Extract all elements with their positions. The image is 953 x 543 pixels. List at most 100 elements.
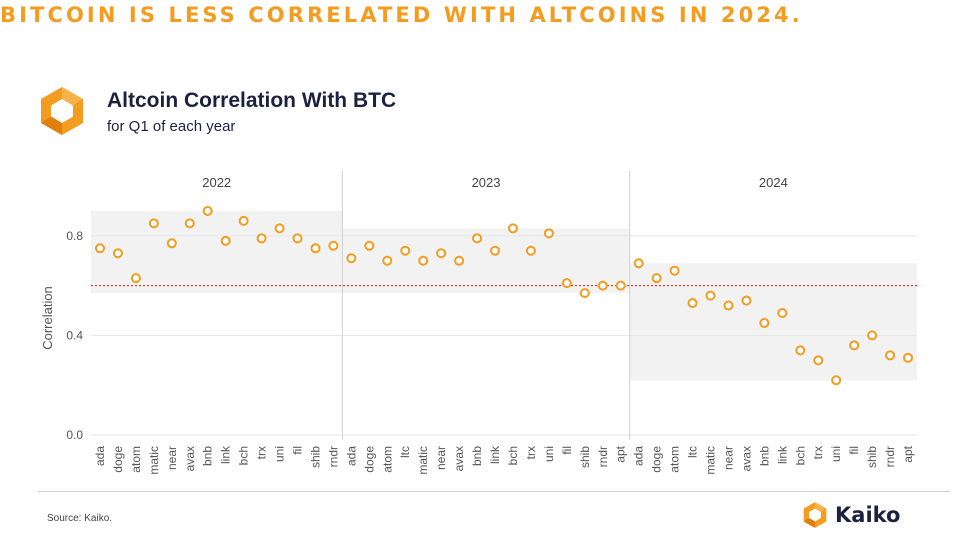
x-tick-label: fil: [847, 446, 861, 455]
data-point: [705, 290, 716, 301]
data-point: [543, 228, 554, 239]
x-tick-label: ada: [344, 446, 358, 466]
x-tick-label: atom: [668, 446, 682, 473]
data-point: [597, 280, 608, 291]
y-tick-label: 0.4: [66, 328, 83, 342]
x-tick-label: matic: [704, 446, 718, 475]
x-tick-label: link: [775, 445, 789, 464]
panel-range-band: [91, 210, 343, 294]
data-point: [220, 235, 231, 246]
data-point: [166, 238, 177, 249]
data-point: [328, 240, 339, 251]
x-tick-label: atom: [129, 446, 143, 473]
data-point: [490, 245, 501, 256]
data-point: [795, 345, 806, 356]
panel-strip: [91, 171, 343, 195]
chart-title: Altcoin Correlation With BTC: [107, 89, 397, 112]
data-point: [112, 248, 123, 259]
footer-divider: [38, 491, 950, 492]
data-point: [669, 265, 680, 276]
data-point: [777, 308, 788, 319]
panel-label: 2022: [202, 175, 231, 190]
headline: BITCOIN IS LESS CORRELATED WITH ALTCOINS…: [0, 3, 803, 27]
brand-logo: Kaiko: [801, 500, 900, 530]
x-tick-label: ltc: [398, 446, 412, 458]
x-tick-label: near: [434, 446, 448, 470]
x-tick-label: uni: [829, 446, 843, 462]
x-tick-label: uni: [542, 446, 556, 462]
x-tick-label: bch: [506, 446, 520, 465]
data-point: [292, 233, 303, 244]
x-tick-label: doge: [362, 446, 376, 473]
panel-strip: [342, 171, 630, 195]
data-point: [148, 218, 159, 229]
x-tick-label: apt: [901, 445, 915, 462]
data-point: [759, 317, 770, 328]
x-tick-label: bnb: [201, 446, 215, 466]
x-tick-label: doge: [650, 446, 664, 473]
brand-name: Kaiko: [835, 503, 901, 527]
x-tick-label: atom: [380, 446, 394, 473]
panel-strip: [629, 171, 917, 195]
x-tick-label: matic: [147, 446, 161, 475]
x-tick-label: avax: [452, 446, 466, 471]
x-tick-label: bnb: [757, 446, 771, 466]
x-tick-label: near: [721, 446, 735, 470]
data-point: [867, 330, 878, 341]
data-point: [507, 223, 518, 234]
data-point: [687, 298, 698, 309]
data-point: [382, 255, 393, 266]
kaiko-mark-icon: [803, 502, 827, 528]
data-point: [310, 243, 321, 254]
data-point: [741, 295, 752, 306]
data-point: [651, 273, 662, 284]
y-axis-label: Correlation: [40, 286, 55, 350]
data-point: [400, 245, 411, 256]
x-tick-label: rndr: [326, 446, 340, 467]
data-point: [94, 243, 105, 254]
x-tick-label: trx: [811, 446, 825, 459]
data-point: [346, 253, 357, 264]
data-point: [274, 223, 285, 234]
x-tick-label: bnb: [470, 446, 484, 466]
data-point: [633, 258, 644, 269]
chart-subtitle: for Q1 of each year: [107, 118, 236, 135]
panel-range-band: [629, 263, 917, 381]
x-tick-label: trx: [255, 446, 269, 459]
data-point: [849, 340, 860, 351]
data-point: [525, 245, 536, 256]
x-tick-label: doge: [111, 446, 125, 473]
data-point: [454, 255, 465, 266]
data-point: [903, 352, 914, 363]
x-tick-label: shib: [865, 446, 879, 468]
data-point: [256, 233, 267, 244]
data-point: [364, 240, 375, 251]
data-point: [885, 350, 896, 361]
x-tick-label: link: [488, 445, 502, 464]
data-point: [831, 375, 842, 386]
x-tick-label: apt: [614, 445, 628, 462]
x-tick-label: avax: [183, 446, 197, 471]
x-tick-label: bch: [237, 446, 251, 465]
x-tick-label: trx: [524, 446, 538, 459]
x-tick-label: bch: [793, 446, 807, 465]
x-tick-label: uni: [273, 446, 287, 462]
x-tick-label: fil: [291, 446, 305, 455]
data-point: [130, 273, 141, 284]
x-tick-label: ada: [93, 446, 107, 466]
panel-label: 2023: [472, 175, 501, 190]
kaiko-logo-icon: [41, 87, 83, 135]
x-tick-label: matic: [416, 446, 430, 475]
x-tick-label: near: [165, 446, 179, 470]
data-point: [615, 280, 626, 291]
data-point: [813, 355, 824, 366]
x-tick-label: rndr: [596, 446, 610, 467]
x-tick-label: avax: [739, 446, 753, 471]
x-tick-label: ada: [632, 446, 646, 466]
data-point: [202, 205, 213, 216]
data-point: [472, 233, 483, 244]
data-point: [418, 255, 429, 266]
x-tick-label: ltc: [686, 446, 700, 458]
x-tick-label: rndr: [883, 446, 897, 467]
